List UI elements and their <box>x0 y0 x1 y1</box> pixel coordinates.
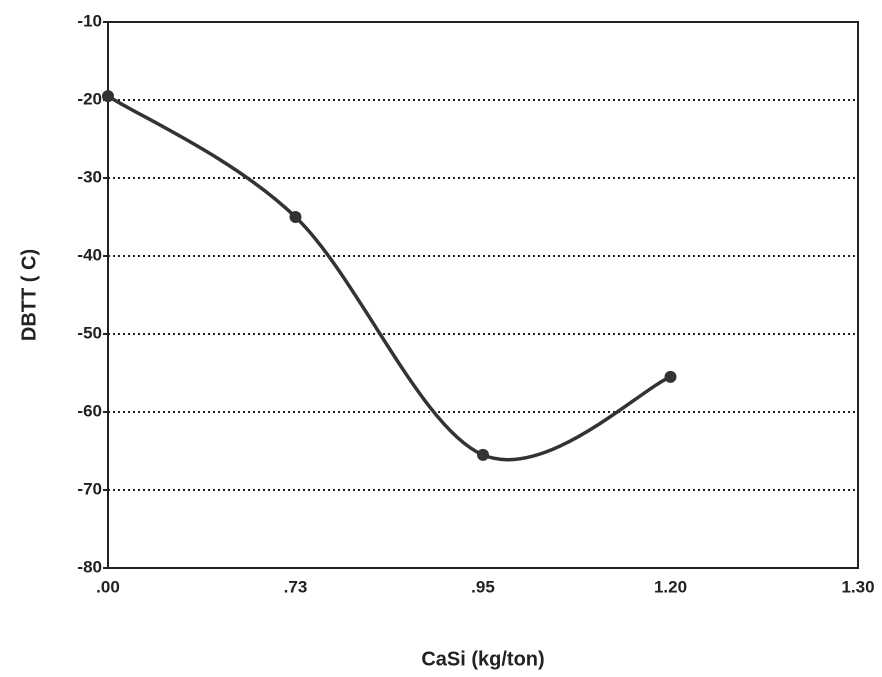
y-tick-label: -70 <box>77 479 102 498</box>
point <box>289 211 302 223</box>
x-tick-label: .00 <box>96 577 120 596</box>
point <box>102 90 114 103</box>
y-tick-label: -50 <box>77 323 102 342</box>
y-tick-label: -20 <box>77 89 102 108</box>
plot-frame <box>107 21 859 569</box>
x-tick-label: 1.30 <box>841 577 874 596</box>
x-tick-label: .95 <box>471 577 495 596</box>
y-tick-label: -40 <box>77 245 102 264</box>
y-tick-label: -30 <box>77 167 102 186</box>
x-tick-label: 1.20 <box>654 577 687 596</box>
point <box>477 448 489 461</box>
x-axis-label: CaSi (kg/ton) <box>421 648 544 670</box>
y-tick-label: -80 <box>77 557 102 576</box>
y-tick-label: -10 <box>77 11 102 30</box>
y-axis-label: DBTT ( C) <box>18 249 40 341</box>
x-tick-label: .73 <box>284 577 308 596</box>
point <box>664 370 677 383</box>
line <box>107 94 672 462</box>
y-tick-label: -60 <box>77 401 102 420</box>
